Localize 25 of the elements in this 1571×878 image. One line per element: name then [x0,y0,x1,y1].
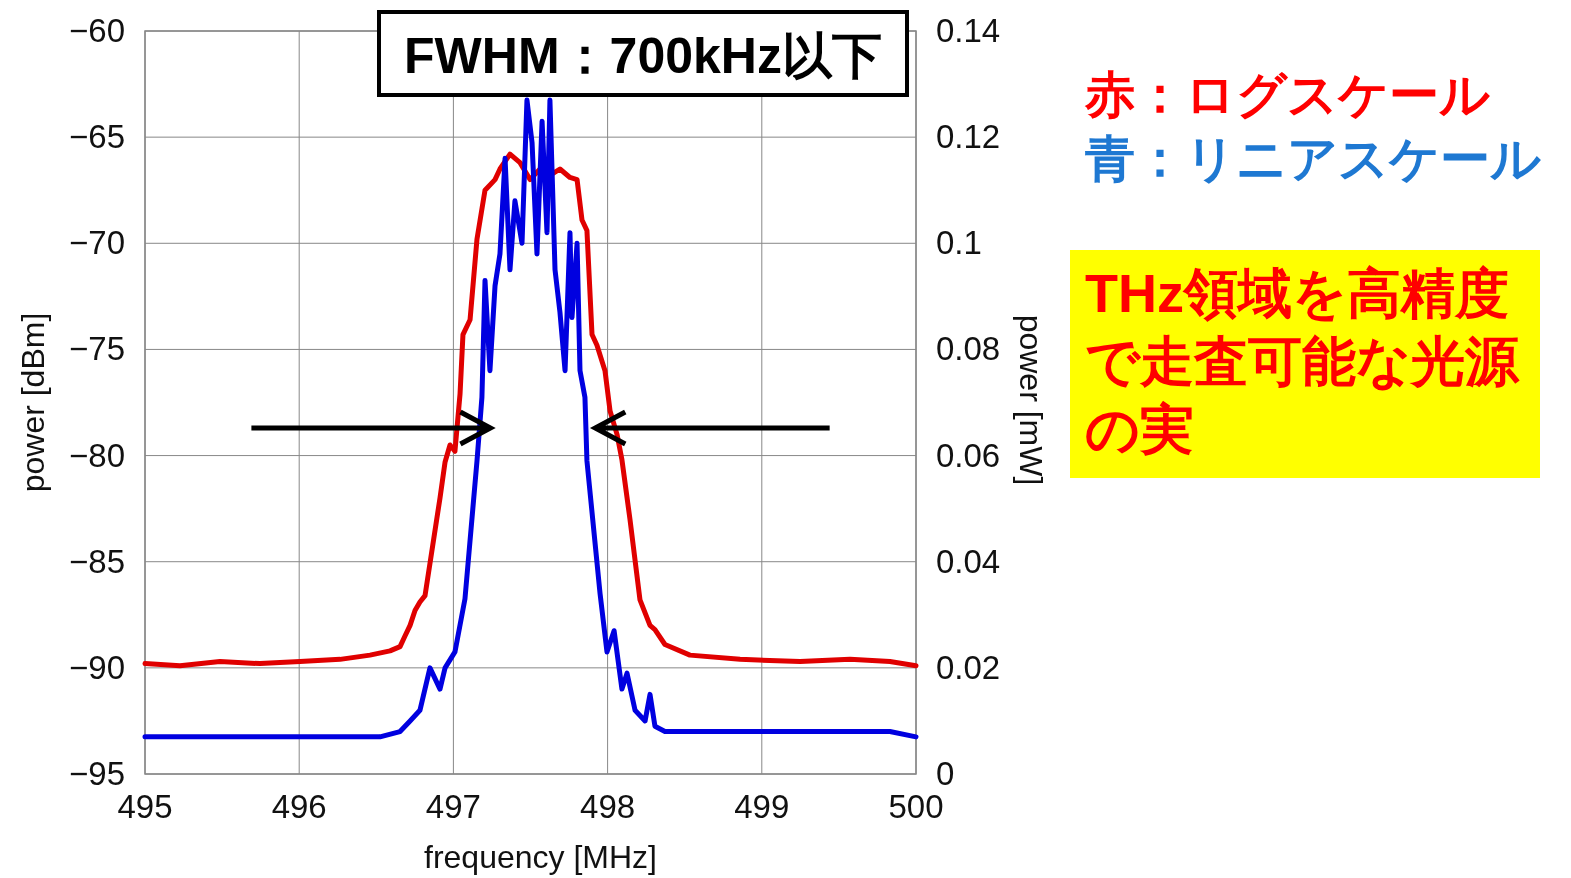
annotation: FWHM：700kHz以下 [404,28,882,84]
y2-tick-label: 0.12 [936,118,1001,156]
y2-axis-title: power [mW] [1013,314,1049,486]
text: 赤：ログスケール [1084,67,1490,123]
y-tick-label: −85 [69,542,125,580]
x-tick-label: 498 [580,788,636,825]
y2-tick-label: 0.08 [936,330,1001,368]
y-tick-label: −80 [69,436,125,474]
x-tick-label: 499 [734,788,790,825]
y-tick-label: −65 [69,118,125,156]
x-tick-label: 496 [271,788,327,825]
y-axis-title: power [dBm] [15,312,51,493]
text: 青：リニアスケール [1084,131,1541,187]
y-tick-label: −70 [69,224,125,262]
y-tick-label: −75 [69,330,125,368]
y2-tick-label: 0.06 [936,436,1001,474]
y2-tick-label: 0.04 [936,542,1001,580]
text: THz領域を高精度で走査可能な光源の実 [1085,263,1520,459]
x-axis-title: frequency [MHz] [424,839,657,875]
y2-tick-label: 0.02 [936,648,1001,686]
y2-tick-label: 0.1 [936,224,982,262]
y-tick-label: −60 [69,12,125,49]
y-tick-label: −90 [69,648,125,686]
y2-tick-label: 0.14 [936,12,1001,49]
x-tick-label: 497 [425,788,481,825]
